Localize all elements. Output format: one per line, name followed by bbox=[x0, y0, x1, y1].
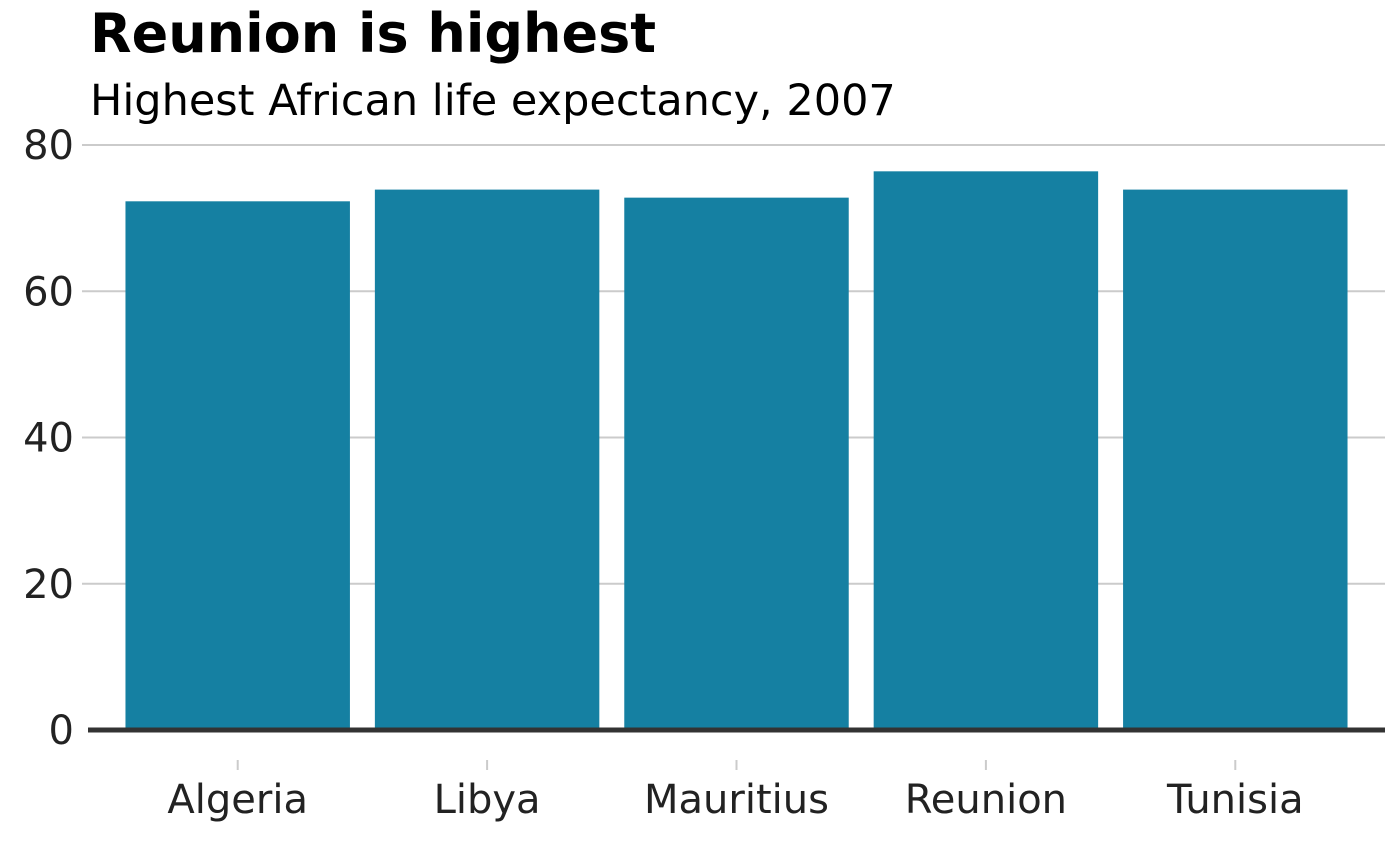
y-tick-label: 60 bbox=[23, 269, 74, 315]
bar-tunisia bbox=[1123, 189, 1348, 730]
x-tick-labels: Algeria Libya Mauritius Reunion Tunisia bbox=[167, 777, 1303, 823]
chart-subtitle: Highest African life expectancy, 2007 bbox=[90, 76, 896, 126]
x-tick-label: Algeria bbox=[167, 777, 308, 823]
x-tick-label: Reunion bbox=[905, 777, 1067, 823]
y-tick-label: 20 bbox=[23, 562, 74, 608]
bars bbox=[125, 171, 1348, 730]
bar-libya bbox=[374, 189, 600, 730]
x-tick-label: Libya bbox=[434, 777, 541, 823]
x-axis-ticks bbox=[236, 760, 1237, 770]
bar-reunion bbox=[873, 171, 1099, 730]
y-tick-label: 0 bbox=[49, 708, 74, 754]
bar-algeria bbox=[125, 201, 350, 730]
chart-title: Reunion is highest bbox=[90, 2, 657, 65]
y-tick-label: 40 bbox=[23, 416, 74, 462]
x-tick-label: Mauritius bbox=[644, 777, 829, 823]
x-tick-label: Tunisia bbox=[1166, 777, 1304, 823]
y-tick-labels: 0 20 40 60 80 bbox=[23, 123, 74, 754]
y-tick-label: 80 bbox=[23, 123, 74, 169]
bar-mauritius bbox=[624, 197, 849, 730]
